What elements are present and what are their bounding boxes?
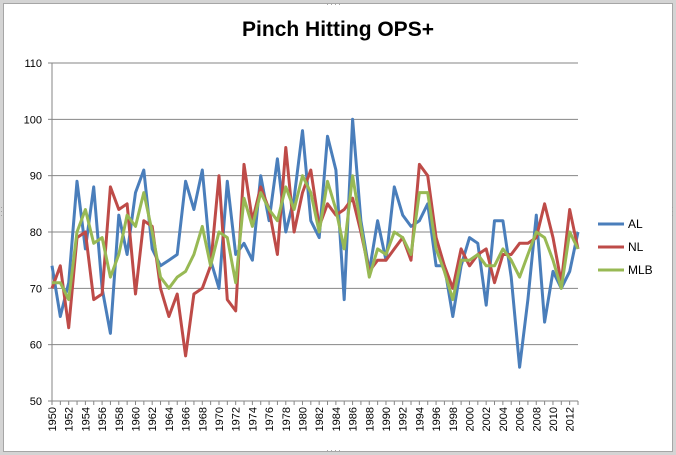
resize-handle-left[interactable]: · · · xyxy=(0,202,4,220)
x-tick-label: 1998 xyxy=(448,407,460,431)
y-tick-label: 90 xyxy=(30,171,42,183)
x-tick-label: 1950 xyxy=(47,407,59,431)
x-tick-label: 1956 xyxy=(97,407,109,431)
chart-title: Pinch Hitting OPS+ xyxy=(242,18,434,41)
x-tick-label: 1986 xyxy=(348,407,360,431)
x-tick-label: 1980 xyxy=(297,407,309,431)
x-tick-label: 2012 xyxy=(565,407,577,431)
x-tick-label: 1978 xyxy=(281,407,293,431)
y-axis: 50 60 70 80 90 100 110 xyxy=(24,58,53,408)
x-tick-label: 1984 xyxy=(331,407,343,431)
y-tick-label: 50 xyxy=(30,396,42,408)
y-tick-label: 70 xyxy=(30,283,42,295)
x-tick-label: 1982 xyxy=(314,407,326,431)
x-tick-label: 1992 xyxy=(398,407,410,431)
x-tick-label: 1964 xyxy=(164,407,176,431)
x-tick-label: 1966 xyxy=(181,407,193,431)
y-tick-label: 60 xyxy=(30,340,42,352)
x-tick-label: 1954 xyxy=(80,407,92,431)
x-tick-label: 2006 xyxy=(515,407,527,431)
x-tick-label: 1972 xyxy=(231,407,243,431)
x-tick-label: 2004 xyxy=(498,407,510,431)
legend: AL NL MLB xyxy=(598,217,653,277)
x-tick-label: 1994 xyxy=(414,407,426,431)
x-tick-label: 1970 xyxy=(214,407,226,431)
series-lines xyxy=(50,117,580,369)
chart-frame xyxy=(3,3,673,452)
x-tick-label: 1988 xyxy=(364,407,376,431)
legend-label-mlb: MLB xyxy=(628,263,653,277)
series-line-nl xyxy=(50,146,580,358)
x-tick-label: 2000 xyxy=(464,407,476,431)
x-tick-label: 1990 xyxy=(381,407,393,431)
x-tick-label: 1960 xyxy=(130,407,142,431)
gridlines xyxy=(52,62,578,402)
x-tick-label: 1974 xyxy=(247,407,259,431)
y-tick-label: 80 xyxy=(30,227,42,239)
resize-handle-right[interactable]: · · · xyxy=(671,202,675,220)
y-tick-label: 110 xyxy=(24,58,42,70)
series-line-mlb xyxy=(52,174,580,302)
x-tick-label: 1952 xyxy=(64,407,76,431)
x-tick-label: 2010 xyxy=(548,407,560,431)
legend-label-nl: NL xyxy=(628,240,644,254)
x-tick-label: 1996 xyxy=(431,407,443,431)
y-tick-label: 100 xyxy=(24,114,42,126)
x-tick-label: 1962 xyxy=(147,407,159,431)
resize-handle-top[interactable]: ···· xyxy=(326,0,342,9)
x-axis: 1950 1952 1954 1956 1958 1960 1962 1964 1966 1968… xyxy=(47,401,579,431)
resize-handle-bottom[interactable]: ···· xyxy=(326,445,342,455)
x-tick-label: 1958 xyxy=(114,407,126,431)
x-tick-label: 2008 xyxy=(531,407,543,431)
x-tick-label: 1968 xyxy=(197,407,209,431)
x-tick-label: 2002 xyxy=(481,407,493,431)
x-tick-label: 1976 xyxy=(264,407,276,431)
legend-label-al: AL xyxy=(628,217,643,231)
